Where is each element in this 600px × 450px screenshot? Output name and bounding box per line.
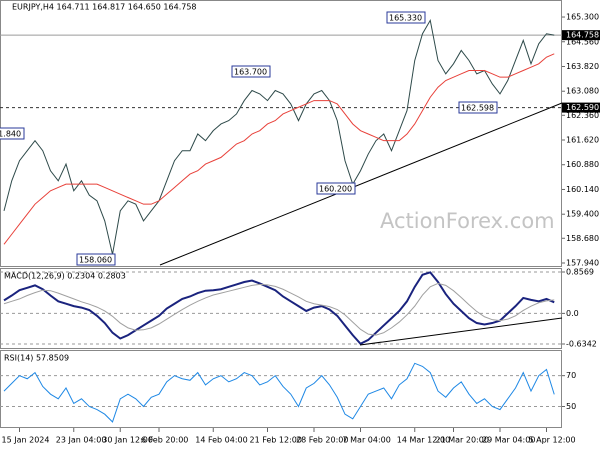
y-tick-label: 159.400 — [566, 210, 599, 219]
annotation: 163.700 — [234, 68, 267, 77]
y-tick-label: 160.880 — [566, 160, 599, 169]
x-tick-label: 23 Jan 04:00 — [56, 436, 107, 445]
x-tick-label: 15 Jan 2024 — [2, 436, 50, 445]
x-tick-label: 6 Feb 20:00 — [141, 436, 188, 445]
trend-line — [159, 102, 563, 266]
annotation: 162.598 — [461, 104, 494, 113]
rsi-title: RSI(14) 57.8509 — [4, 354, 69, 363]
price-tag-label: 162.590 — [566, 103, 599, 112]
y-tick-label: 164.560 — [566, 37, 599, 46]
trend-line — [359, 317, 563, 346]
x-tick-label: 7 Mar 04:00 — [343, 436, 391, 445]
series-line — [3, 282, 555, 336]
y-tick-label: 163.080 — [566, 87, 599, 96]
x-tick-label: 29 Mar 04:00 — [482, 436, 535, 445]
annotation: 161.840 — [0, 130, 21, 139]
x-tick-label: 30 Jan 12:00 — [102, 436, 153, 445]
y-tick-label: 0.8569 — [566, 268, 594, 277]
y-tick-label: 162.360 — [566, 111, 599, 120]
y-tick-label: 161.620 — [566, 136, 599, 145]
y-tick-label: 165.300 — [566, 13, 599, 22]
macd-title: MACD(12,26,9) 0.2304 0.2803 — [4, 272, 126, 281]
y-tick-label: 50 — [566, 402, 576, 411]
x-tick-label: 14 Mar 12:00 — [397, 436, 450, 445]
x-tick-label: 5 Apr 12:00 — [529, 436, 576, 445]
annotation: 158.060 — [79, 256, 112, 265]
annotation: 160.200 — [319, 185, 352, 194]
x-tick-label: 21 Mar 20:00 — [436, 436, 489, 445]
annotation-box — [76, 253, 116, 266]
y-tick-label: 0.0 — [566, 309, 579, 318]
y-tick-label: 160.140 — [566, 185, 599, 194]
y-tick-label: 70 — [566, 371, 576, 380]
annotation-box — [386, 11, 426, 24]
annotation: 165.330 — [389, 14, 422, 23]
rsi-pane — [0, 350, 562, 428]
annotation-box — [316, 182, 356, 195]
macd-pane — [0, 268, 562, 349]
y-tick-label: 158.680 — [566, 234, 599, 243]
series-line — [3, 271, 555, 346]
series-line — [3, 18, 555, 255]
y-tick-label: -0.6342 — [566, 340, 597, 349]
price-tag — [562, 102, 600, 113]
x-tick-label: 28 Feb 20:00 — [296, 436, 348, 445]
x-tick-label: 21 Feb 12:00 — [250, 436, 302, 445]
annotation-box — [0, 127, 25, 140]
price-tag-label: 164.758 — [566, 31, 599, 40]
y-tick-label: 157.940 — [566, 258, 599, 267]
price-tag — [562, 30, 600, 41]
watermark: ActionForex.com — [380, 209, 555, 233]
x-tick-label: 14 Feb 04:00 — [195, 436, 247, 445]
y-tick-label: 163.820 — [566, 62, 599, 71]
series-line — [3, 362, 555, 423]
annotation-box — [458, 101, 498, 114]
annotation-box — [231, 65, 271, 78]
series-line — [3, 53, 555, 245]
chart-title: EURJPY,H4 164.711 164.817 164.650 164.75… — [12, 3, 197, 12]
